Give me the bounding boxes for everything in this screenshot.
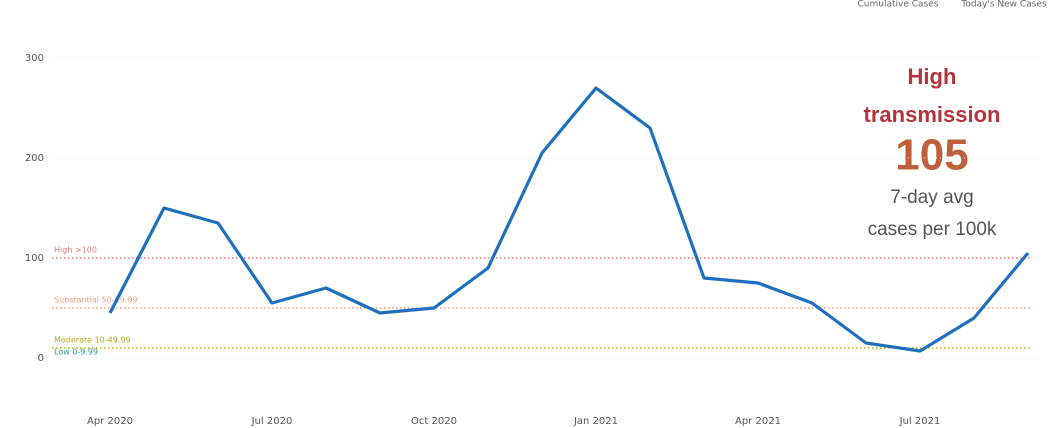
tab[interactable]: Today's New Cases [960, 0, 1047, 10]
x-tick-label: Jan 2021 [573, 416, 618, 427]
x-tick-label: Apr 2021 [735, 416, 781, 427]
y-tick-label: 300 [25, 53, 44, 64]
annotation-value: 105 [895, 131, 968, 180]
threshold-label: Substantial 50-99.99 [54, 296, 138, 305]
annotation-caption: 7-day avg cases per 100k [868, 187, 997, 240]
threshold-label: Low 0-9.99 [54, 348, 98, 357]
threshold-label: High >100 [54, 246, 97, 255]
x-tick-label: Jul 2021 [899, 416, 941, 427]
y-tick-label: 100 [25, 253, 44, 264]
annotation-level: High transmission [864, 64, 1001, 127]
x-tick-label: Oct 2020 [411, 416, 457, 427]
threshold-label: Moderate 10-49.99 [54, 336, 131, 345]
x-tick-label: Jul 2020 [251, 416, 293, 427]
y-tick-label: 0 [38, 353, 44, 364]
series-line [108, 86, 1030, 353]
tab[interactable]: Cumulative Cases [858, 0, 939, 10]
y-tick-label: 200 [25, 153, 44, 164]
x-tick-label: Apr 2020 [87, 416, 133, 427]
